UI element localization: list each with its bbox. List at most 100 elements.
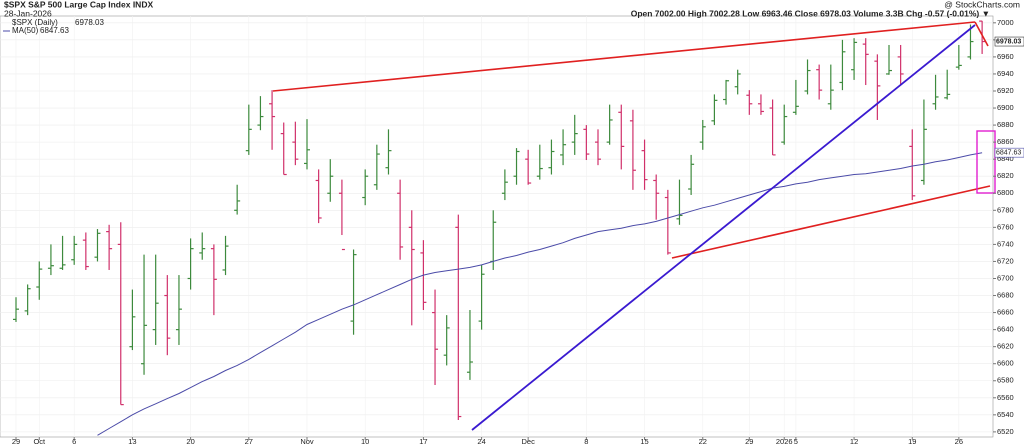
ohlc-bar <box>851 38 858 80</box>
y-tick-label: 6640 <box>997 325 1014 334</box>
x-tick-label: 13 <box>128 437 136 446</box>
ohlc-bar <box>338 179 345 251</box>
y-tick-label: 6620 <box>997 342 1014 351</box>
ohlc-bar <box>280 122 287 176</box>
trendline <box>471 24 976 431</box>
ohlc-bar <box>199 232 206 260</box>
y-tick-label: 6940 <box>997 69 1014 78</box>
ohlc-bar <box>152 254 159 345</box>
ohlc-bar <box>36 261 43 300</box>
ohlc-bar <box>629 109 636 190</box>
ohlc-bar <box>583 125 590 161</box>
ohlc-bar <box>967 24 974 60</box>
stats: Open 7002.00 High 7002.28 Low 6963.46 Cl… <box>631 8 990 18</box>
ohlc-bar <box>757 94 764 115</box>
ohlc-bar <box>897 44 904 86</box>
ohlc-bar <box>641 139 648 190</box>
ohlc-bar <box>723 79 730 105</box>
ohlc-bar <box>909 129 916 201</box>
x-tick-label: 22 <box>699 437 707 446</box>
ohlc-bar <box>373 144 380 190</box>
ohlc-bar <box>734 69 741 95</box>
y-tick-label: 6800 <box>997 188 1014 197</box>
ohlc-bar <box>804 59 811 95</box>
ohlc-bar <box>699 119 706 150</box>
y-tick-label: 6860 <box>997 137 1014 146</box>
ohlc-bar <box>13 297 19 322</box>
x-tick-label: 6 <box>72 437 76 446</box>
ohlc-bar <box>525 149 532 185</box>
y-tick-label: 6960 <box>997 52 1014 61</box>
y-tick-label: 6680 <box>997 291 1014 300</box>
x-tick-label: Oct <box>33 437 46 446</box>
ohlc-bar <box>443 315 450 366</box>
ohlc-bar <box>920 99 927 185</box>
ohlc-bar <box>548 139 555 175</box>
ohlc-bar <box>769 99 776 156</box>
ohlc-bar <box>397 179 404 260</box>
ohlc-bar <box>257 96 264 131</box>
ohlc-bar <box>711 94 718 126</box>
ohlc-bar <box>164 275 171 356</box>
trendlines <box>272 21 996 431</box>
source: @ StockCharts.com <box>944 0 1020 9</box>
ohlc-bar <box>478 264 485 330</box>
trendline <box>272 21 976 92</box>
ohlc-bar <box>862 38 869 86</box>
y-tick-label: 6580 <box>997 376 1014 385</box>
y-tick-label: 7000 <box>997 18 1014 27</box>
legend-value: 6978.03 <box>75 18 104 27</box>
ohlc-bar <box>571 114 578 155</box>
x-tick-label: 15 <box>640 437 648 446</box>
ohlc-bar <box>117 222 124 406</box>
highlight-box <box>976 130 996 194</box>
ohlc-bar <box>269 90 276 150</box>
legend-label: $SPX (Daily) <box>12 18 58 27</box>
ohlc-bar <box>222 235 229 276</box>
ohlc-bar <box>385 129 392 175</box>
ohlc-bar <box>234 184 241 215</box>
trendline <box>671 185 991 259</box>
price-tag-box <box>994 147 1024 158</box>
ohlc-bar <box>792 79 799 115</box>
ohlc-bar <box>245 104 252 155</box>
ohlc-bar <box>874 54 881 120</box>
y-tick-label: 6720 <box>997 256 1014 265</box>
legend: $SPX (Daily) 6978.03 MA(50) 6847.63 <box>3 18 104 35</box>
y-tick-label: 6520 <box>997 427 1014 436</box>
ohlc-bar <box>315 169 322 224</box>
ohlc-bar <box>327 159 334 202</box>
price-tag: 6978.03 <box>996 38 1021 45</box>
y-tick-label: 6700 <box>997 273 1014 282</box>
ohlc-bar <box>979 20 986 54</box>
y-tick-label: 6740 <box>997 239 1014 248</box>
ohlc-bar <box>455 214 462 420</box>
x-tick-label: 5 <box>794 437 798 446</box>
ohlc-bar <box>560 129 567 166</box>
ohlc-bar <box>664 189 671 255</box>
y-tick-label: 6880 <box>997 120 1014 129</box>
ohlc-bar <box>175 275 182 345</box>
ohlc-bar <box>59 235 66 270</box>
ohlc-bar <box>536 144 543 180</box>
x-tick-label: 8 <box>584 437 588 446</box>
ohlc-bar <box>932 74 939 110</box>
ohlc-bar <box>501 169 508 201</box>
x-tick-label: 2026 <box>776 437 793 446</box>
ohlc-bar <box>466 310 473 380</box>
x-tick-label: 17 <box>419 437 427 446</box>
y-tick-label: 6600 <box>997 359 1014 368</box>
plot-area <box>0 15 994 438</box>
ohlc-bar <box>513 148 520 185</box>
ohlc-bar <box>47 244 54 276</box>
marks <box>13 20 986 436</box>
trendline <box>974 21 989 47</box>
ohlc-bar <box>350 249 357 335</box>
chart-date: 28-Jan-2026 <box>4 8 52 18</box>
ohlc-bar <box>94 229 101 262</box>
ohlc-bar <box>292 121 299 166</box>
y-tick-label: 6920 <box>997 86 1014 95</box>
ohlc-bar <box>408 210 415 326</box>
x-tick-label: 12 <box>850 437 858 446</box>
